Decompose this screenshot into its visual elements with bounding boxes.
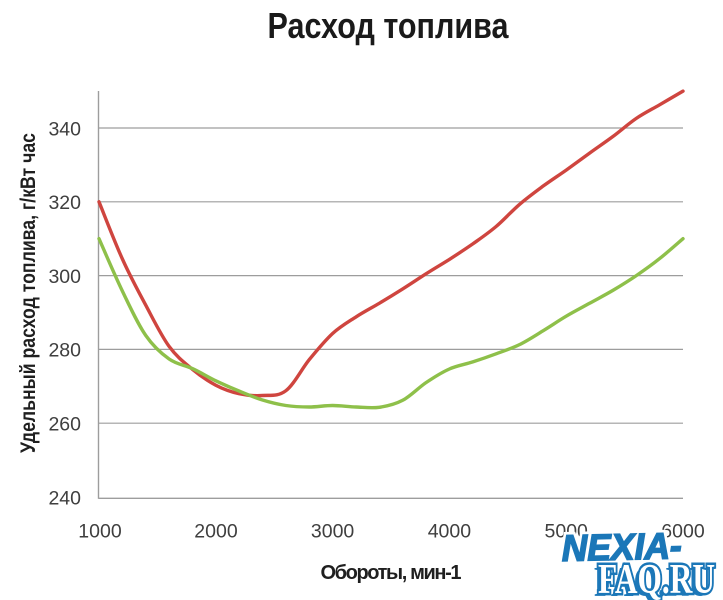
svg-text:280: 280 (48, 340, 81, 362)
svg-text:Удельный расход топлива, г/кВт: Удельный расход топлива, г/кВт час (17, 133, 40, 453)
svg-text:6000: 6000 (661, 521, 705, 543)
svg-text:340: 340 (48, 118, 81, 140)
svg-text:2000: 2000 (194, 521, 238, 543)
svg-text:NEXIA-: NEXIA- (561, 525, 682, 569)
svg-text:4000: 4000 (428, 521, 472, 543)
svg-text:300: 300 (48, 266, 81, 288)
svg-text:320: 320 (48, 192, 81, 214)
svg-text:Расход топлива: Расход топлива (268, 5, 510, 46)
svg-text:FAQ.RU: FAQ.RU (594, 560, 711, 600)
svg-text:240: 240 (48, 487, 81, 509)
svg-text:Обороты, мин-1: Обороты, мин-1 (321, 562, 462, 584)
svg-text:5000: 5000 (545, 521, 589, 543)
svg-text:NEXIA-: NEXIA- (561, 525, 682, 569)
svg-text:3000: 3000 (311, 521, 355, 543)
svg-text:1000: 1000 (78, 521, 122, 543)
svg-text:260: 260 (48, 414, 81, 436)
svg-text:FAQ.RU: FAQ.RU (598, 557, 715, 600)
